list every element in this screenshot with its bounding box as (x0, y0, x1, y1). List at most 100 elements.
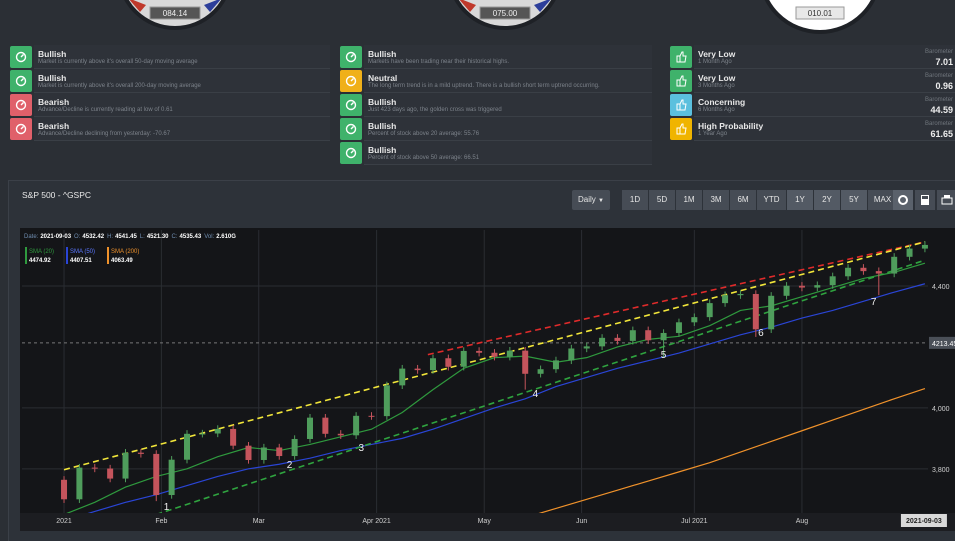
barometer-icon (670, 94, 692, 116)
info-value: 2.610G (216, 234, 236, 240)
signal-text: Bullish Percent of stock above 20 average… (364, 117, 652, 141)
candle-body (568, 348, 575, 361)
range-button[interactable]: 6M (730, 190, 756, 210)
range-label: 5Y (849, 195, 859, 204)
candle-body (783, 285, 790, 296)
interval-label: Daily (578, 195, 596, 204)
range-button[interactable]: 5Y (841, 190, 867, 210)
signal-description: Just 423 days ago, the golden cross was … (368, 107, 502, 113)
range-button[interactable]: 3M (703, 190, 729, 210)
print-icon (941, 195, 953, 205)
barometer-text: High Probability 1 Year Ago Barometer 61.65 (694, 117, 955, 141)
candle-body (291, 438, 298, 457)
x-axis-band (20, 513, 955, 531)
barometer-icon (670, 118, 692, 140)
range-button[interactable]: YTD (757, 190, 786, 210)
sma-line (538, 387, 926, 513)
candle-body (122, 452, 129, 479)
range-button[interactable]: 5D (649, 190, 675, 210)
gauge-value: 084.14 (163, 9, 188, 18)
signal-text: Bullish Markets have been trading near th… (364, 45, 652, 69)
range-label: 1M (683, 195, 695, 204)
calculator-button[interactable] (915, 190, 935, 210)
signal-description: The long term trend is in a mild uptrend… (368, 83, 600, 89)
range-label: 1D (629, 195, 641, 204)
signal-list: Bullish Markets have been trading near th… (340, 45, 652, 165)
candle-body (460, 350, 467, 367)
candle-body (537, 369, 544, 374)
signal-description: Advance/Decline is currently reading at … (38, 107, 173, 113)
barometer-description: 3 Months Ago (698, 83, 735, 89)
signal-title: Bearish (38, 97, 70, 107)
range-button[interactable]: MAX (868, 190, 897, 210)
candle-body (214, 428, 221, 434)
annotation: 5 (661, 350, 667, 361)
annotation: 2 (287, 460, 293, 471)
candle-body (168, 459, 175, 496)
legend-value: 4063.49 (111, 258, 133, 264)
signal-icon (340, 142, 362, 164)
candle-body (798, 285, 805, 288)
signal-text: Bullish Market is currently above it's ov… (34, 45, 330, 69)
candle-body (814, 285, 821, 288)
candle-body (337, 433, 344, 436)
range-button[interactable]: 1Y (787, 190, 813, 210)
signal-row: Bullish Percent of stock above 20 average… (340, 117, 652, 141)
y-tick-label: 4,400 (932, 284, 950, 291)
range-button[interactable]: 2Y (814, 190, 840, 210)
barometer-text: Very Low 1 Month Ago Barometer 7.01 (694, 45, 955, 69)
x-tick-label: May (478, 518, 492, 525)
candle-body (76, 467, 83, 500)
candle-body (722, 295, 729, 304)
barometer-row: High Probability 1 Year Ago Barometer 61.65 (670, 117, 955, 141)
interval-button[interactable]: Daily ▼ (572, 190, 610, 210)
candle-body (522, 350, 529, 374)
legend-value: 4407.51 (70, 258, 92, 264)
candle-body (230, 428, 237, 446)
signal-icon (340, 46, 362, 68)
range-label: 5D (656, 195, 668, 204)
gauge: 075.00 (454, 0, 556, 30)
annotation: 4 (533, 389, 539, 400)
candle-body (829, 276, 836, 286)
candle-body (583, 346, 590, 349)
signal-row: Bullish Percent of stock above 50 average… (340, 141, 652, 165)
candle-body (245, 445, 252, 460)
candle-body (137, 452, 144, 454)
gauge: 084.14 (124, 0, 226, 30)
info-value: 4535.43 (180, 234, 202, 240)
signal-title: Bullish (38, 73, 67, 83)
range-label: 6M (737, 195, 749, 204)
barometer-row: Very Low 3 Months Ago Barometer 0.96 (670, 69, 955, 93)
gauge-value: 075.00 (493, 9, 518, 18)
candle-body (860, 267, 867, 272)
settings-button[interactable] (893, 190, 913, 210)
candle-body (491, 352, 498, 357)
signal-title: Bullish (368, 145, 397, 155)
gauges: 084.14 075.00 010.01 (124, 0, 876, 34)
signal-text: Bullish Percent of stock above 50 average… (364, 141, 652, 165)
barometer-title: Very Low (698, 73, 736, 83)
print-button[interactable] (937, 190, 955, 210)
signal-icon (10, 70, 32, 92)
legend-label: SMA (50) (70, 249, 95, 255)
candle-body (891, 256, 898, 274)
gauge-value: 010.01 (808, 9, 833, 18)
candle-body (660, 332, 667, 341)
signal-description: Markets have been trading near their his… (368, 59, 510, 65)
barometer-text: Very Low 3 Months Ago Barometer 0.96 (694, 69, 955, 93)
candle-body (675, 322, 682, 333)
range-button[interactable]: 1D (622, 190, 648, 210)
candle-body (414, 368, 421, 371)
candle-body (399, 368, 406, 386)
signal-text: Bearish Advance/Decline is currently read… (34, 93, 330, 117)
signal-list: Bullish Market is currently above it's ov… (10, 45, 330, 141)
info-label: Vol: (204, 234, 214, 240)
candle-body (752, 293, 759, 330)
crosshair-x-box (900, 514, 947, 527)
y-tick-label: 3,800 (932, 467, 950, 474)
barometer-text: Concerning 6 Months Ago Barometer 44.59 (694, 93, 955, 117)
legend-label: SMA (20) (29, 249, 54, 255)
signal-row: Bullish Market is currently above it's ov… (10, 69, 330, 93)
range-button[interactable]: 1M (676, 190, 702, 210)
